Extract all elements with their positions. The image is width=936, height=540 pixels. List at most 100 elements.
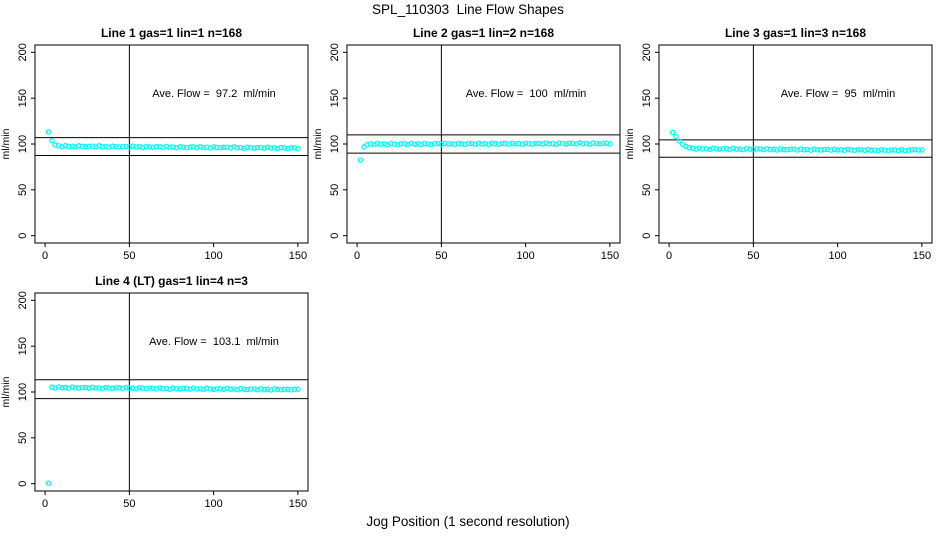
data-point (247, 145, 254, 151)
data-point (902, 147, 908, 154)
data-point (183, 385, 190, 392)
panel-line-3: Line 3 gas=1 lin=3 n=168 0 50 100 150 0 50 100… (624, 16, 936, 264)
y-tick-label: 200 (17, 43, 29, 61)
data-point (804, 146, 811, 153)
data-point (848, 147, 854, 153)
data-point (170, 385, 176, 391)
data-point (214, 385, 220, 392)
ave-flow-annotation: Ave. Flow = 97.2 ml/min (152, 88, 276, 100)
plot-canvas: 0 50 100 150 0 50 100 150 200 ml/min (624, 43, 933, 262)
x-tick-label: 0 (42, 250, 48, 262)
data-point (700, 146, 706, 152)
data-point (150, 385, 156, 391)
data-point (167, 144, 173, 151)
data-point (855, 147, 861, 153)
data-point (391, 141, 397, 147)
data-point (425, 141, 431, 147)
data-point (177, 386, 183, 392)
data-point (281, 145, 288, 151)
y-tick-label: 50 (329, 184, 341, 196)
plot-box (34, 292, 309, 492)
data-point (227, 386, 234, 393)
data-point (377, 141, 384, 148)
data-point (278, 144, 284, 151)
data-point (492, 141, 499, 147)
data-point (204, 385, 210, 392)
data-point (764, 145, 770, 152)
data-point (153, 144, 160, 150)
y-axis-title: ml/min (0, 376, 12, 407)
data-point (915, 147, 922, 153)
data-point (556, 140, 563, 146)
data-point (566, 140, 573, 147)
data-point (237, 385, 244, 392)
data-point (445, 141, 451, 147)
data-point (99, 144, 106, 150)
data-point (220, 144, 227, 151)
data-point (784, 147, 790, 153)
data-point (801, 147, 807, 153)
data-point (357, 157, 364, 163)
y-tick-label: 50 (17, 432, 29, 444)
y-tick-label: 50 (17, 184, 29, 196)
data-point (295, 386, 301, 393)
data-point (502, 140, 509, 147)
data-point (234, 145, 240, 151)
data-point (288, 145, 294, 151)
data-point (76, 385, 82, 391)
data-point (69, 143, 75, 149)
data-point (898, 147, 905, 153)
data-point (737, 146, 743, 152)
y-tick-label: 150 (17, 337, 29, 355)
data-point (787, 146, 794, 152)
data-point (285, 145, 291, 152)
x-tick-label: 150 (289, 250, 307, 262)
data-point (217, 145, 224, 151)
data-point (187, 144, 193, 150)
data-point (143, 385, 149, 392)
data-point (811, 146, 817, 152)
data-point (411, 141, 418, 147)
data-point (254, 144, 261, 151)
data-point (210, 144, 217, 150)
ave-flow-annotation: Ave. Flow = 95 ml/min (780, 88, 896, 100)
data-point (62, 384, 69, 391)
data-point (455, 140, 461, 147)
data-point (180, 144, 187, 150)
data-point (45, 129, 52, 135)
data-point (543, 140, 549, 146)
data-point (207, 386, 214, 392)
data-point (103, 384, 109, 391)
data-point (720, 145, 726, 152)
data-point (288, 387, 294, 393)
data-point (381, 141, 387, 147)
plot-canvas: 0 50 100 150 0 50 100 150 200 ml/min (0, 291, 309, 510)
y-tick-label: 100 (329, 135, 341, 153)
data-point (136, 385, 143, 391)
data-point (462, 141, 468, 148)
data-point (96, 385, 102, 391)
data-point (92, 385, 99, 391)
data-point (673, 133, 679, 140)
data-point (777, 146, 784, 152)
data-point (204, 144, 210, 151)
data-point (529, 141, 536, 147)
data-point (912, 146, 918, 153)
data-point (851, 147, 858, 154)
data-point (103, 143, 109, 150)
data-point (200, 144, 207, 151)
panel-line-4: Line 4 (LT) gas=1 lin=4 n=3 0 50 100 150 0 50… (0, 264, 312, 512)
data-point (143, 143, 149, 150)
plot-box (658, 44, 933, 244)
data-point (398, 141, 404, 147)
data-point (394, 141, 401, 148)
x-tick-label: 100 (828, 250, 846, 262)
data-point (133, 144, 139, 150)
y-tick-label: 0 (17, 481, 29, 487)
data-point (905, 147, 912, 154)
y-axis-title: ml/min (0, 128, 12, 159)
data-point (703, 145, 709, 152)
data-point (285, 386, 291, 392)
data-point (713, 146, 720, 152)
